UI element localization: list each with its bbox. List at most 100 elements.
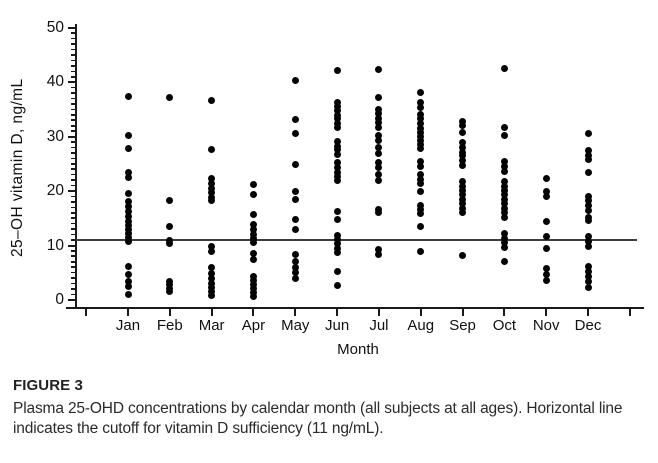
- y-tick-label: 20: [46, 182, 64, 200]
- data-point: [375, 164, 383, 172]
- data-point: [333, 150, 341, 158]
- data-point: [333, 103, 341, 111]
- data-point: [417, 137, 425, 145]
- y-minor-tick: [71, 271, 76, 274]
- data-point: [291, 130, 299, 138]
- data-point: [124, 92, 132, 100]
- data-point: [417, 145, 425, 153]
- data-point: [375, 110, 383, 118]
- data-point: [249, 230, 257, 238]
- data-point: [375, 159, 383, 167]
- data-point: [375, 66, 383, 74]
- data-point: [375, 106, 383, 114]
- data-point: [500, 204, 508, 212]
- data-point: [333, 107, 341, 115]
- data-point: [291, 115, 299, 123]
- data-point: [333, 142, 341, 150]
- data-point: [249, 292, 257, 300]
- data-point: [208, 264, 216, 272]
- y-minor-tick: [71, 146, 76, 149]
- scatter-plot: 25–OH vitamin D, ng/mL 0 10 20 30 40 50 Jan Feb…: [9, 19, 644, 358]
- data-point: [249, 276, 257, 284]
- x-tick: [210, 309, 213, 316]
- data-point: [375, 114, 383, 122]
- data-point: [459, 129, 467, 137]
- data-point: [124, 291, 132, 299]
- data-point: [584, 207, 592, 215]
- data-point: [166, 196, 174, 204]
- data-point: [417, 99, 425, 107]
- data-point: [417, 125, 425, 133]
- x-tick-label-feb: Feb: [156, 317, 183, 334]
- data-point: [333, 119, 341, 127]
- data-point: [417, 120, 425, 128]
- y-minor-tick: [71, 282, 76, 285]
- data-point: [208, 97, 216, 105]
- data-point: [584, 197, 592, 205]
- y-major-tick: [68, 81, 76, 84]
- y-minor-tick: [71, 195, 76, 198]
- data-point: [208, 189, 216, 197]
- data-point: [249, 238, 257, 246]
- data-point: [249, 225, 257, 233]
- data-point: [208, 193, 216, 201]
- y-minor-tick: [71, 211, 76, 214]
- x-tick: [461, 309, 464, 316]
- data-point: [542, 175, 550, 183]
- y-major-tick: [68, 244, 76, 247]
- y-axis-line: [75, 24, 77, 309]
- x-tick: [252, 309, 255, 316]
- data-point: [584, 130, 592, 138]
- data-point: [500, 213, 508, 221]
- data-point: [208, 180, 216, 188]
- y-minor-tick: [71, 239, 76, 241]
- data-point: [333, 236, 341, 244]
- x-tick: [127, 309, 129, 316]
- data-point: [375, 123, 383, 131]
- data-point: [459, 144, 467, 152]
- data-point: [124, 198, 132, 206]
- y-minor-tick: [71, 97, 76, 100]
- data-point: [249, 285, 257, 293]
- y-minor-tick: [71, 32, 76, 35]
- data-point: [124, 207, 132, 215]
- data-point: [333, 249, 341, 257]
- data-point: [375, 205, 383, 213]
- data-point: [542, 232, 550, 240]
- y-minor-tick: [71, 65, 76, 67]
- data-point: [459, 186, 467, 194]
- data-point: [417, 187, 425, 195]
- data-point: [208, 275, 216, 283]
- data-point: [124, 173, 132, 181]
- x-tick: [419, 309, 422, 316]
- data-point: [459, 199, 467, 207]
- data-point: [459, 148, 467, 156]
- y-minor-tick: [71, 70, 76, 73]
- data-point: [291, 257, 299, 265]
- y-minor-tick: [71, 163, 76, 165]
- data-point: [333, 111, 341, 119]
- data-point: [500, 167, 508, 175]
- data-point: [333, 244, 341, 252]
- data-point: [459, 178, 467, 186]
- data-point: [417, 175, 425, 183]
- y-minor-tick: [71, 124, 76, 127]
- y-minor-tick: [71, 266, 76, 268]
- data-point: [417, 115, 425, 123]
- data-point: [417, 129, 425, 137]
- x-tick-label-jul: Jul: [369, 317, 389, 334]
- data-point: [584, 278, 592, 285]
- y-tick-label: 30: [46, 127, 64, 145]
- y-minor-tick: [71, 108, 76, 111]
- y-axis-label: 25–OH vitamin D, ng/mL: [9, 78, 26, 257]
- data-point: [500, 244, 508, 252]
- y-minor-tick: [71, 206, 76, 209]
- data-point: [375, 250, 383, 258]
- data-point: [417, 158, 425, 166]
- data-point: [166, 94, 174, 102]
- y-minor-tick: [71, 152, 76, 154]
- y-minor-tick: [71, 37, 76, 40]
- x-tick: [377, 309, 380, 316]
- y-minor-tick: [71, 119, 76, 122]
